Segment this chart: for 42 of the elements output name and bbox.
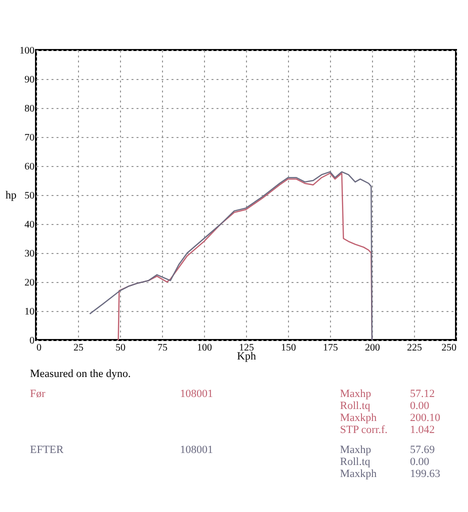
text: 108001	[180, 388, 214, 402]
y-tick-label: 80	[24, 104, 34, 114]
text: 57.69	[410, 444, 436, 456]
y-tick-label: 60	[24, 162, 34, 172]
x-tick-label: 200	[365, 342, 380, 354]
y-tick-label: 100	[20, 46, 34, 56]
y-tick-label: 90	[24, 74, 34, 86]
text: 199.63	[410, 468, 442, 480]
text: Maxkph	[340, 412, 378, 424]
x-tick-label: 150	[281, 342, 296, 354]
text: Measured on the dyno.	[30, 368, 132, 380]
text: 57.12	[410, 388, 436, 400]
y-tick-label: 10	[24, 306, 34, 318]
y-tick-label: 30	[24, 248, 34, 260]
text: STP corr.f.	[340, 424, 389, 436]
y-tick-label: 50	[24, 190, 34, 202]
y-tick-label: 40	[24, 220, 34, 230]
text: 0.00	[410, 456, 430, 468]
text: Roll.tq	[340, 400, 372, 412]
x-tick-label: 0	[36, 342, 42, 354]
text: Maxhp	[340, 444, 372, 456]
y-tick-label: 70	[24, 132, 34, 144]
y-axis-title: hp	[6, 190, 17, 202]
text: 0.00	[410, 400, 430, 412]
text: 1.042	[410, 424, 436, 436]
x-tick-label: 100	[197, 342, 212, 354]
text: 200.10	[410, 412, 442, 424]
text: Roll.tq	[340, 456, 372, 468]
text: Maxhp	[340, 388, 372, 400]
text: Maxkph	[340, 468, 378, 480]
x-tick-label: 250	[442, 342, 456, 354]
x-tick-label: 175	[323, 342, 338, 354]
y-tick-label: 20	[24, 278, 34, 288]
x-tick-label: 225	[407, 342, 422, 354]
x-tick-label: 75	[158, 342, 168, 354]
text: Før	[30, 388, 46, 402]
text: EFTER	[30, 444, 65, 458]
y-tick-label: 0	[30, 336, 34, 346]
x-axis-title: Kph	[237, 350, 256, 362]
x-tick-label: 25	[74, 342, 84, 354]
x-tick-label: 50	[116, 342, 126, 354]
text: 108001	[180, 444, 214, 458]
